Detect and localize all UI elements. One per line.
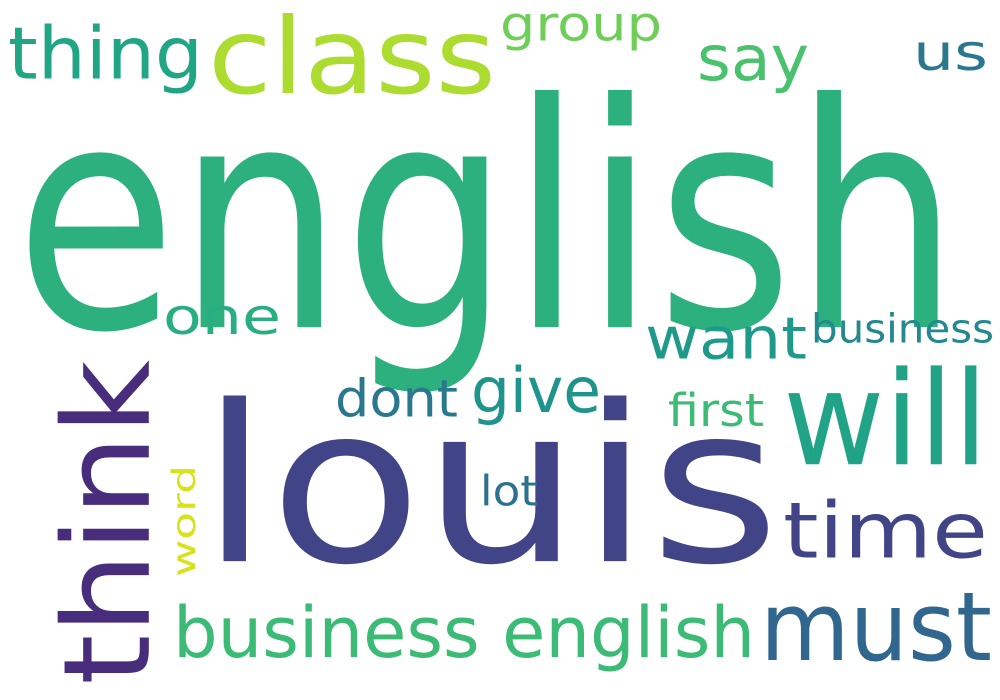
word-one: one xyxy=(163,287,281,346)
word-must: must xyxy=(760,571,992,683)
word-want: want xyxy=(645,304,807,373)
word-us: us xyxy=(913,23,988,82)
word-will: will xyxy=(783,343,988,496)
word-group: group xyxy=(500,0,662,52)
word-dont: dont xyxy=(335,368,458,430)
word-word: word xyxy=(165,465,203,577)
word-give: give xyxy=(471,354,601,427)
word-business-english: business english xyxy=(173,591,755,674)
word-louis: louis xyxy=(200,358,780,614)
word-think: think xyxy=(37,360,178,685)
word-first: first xyxy=(668,383,764,437)
word-time: time xyxy=(783,484,988,577)
word-class: class xyxy=(208,0,496,119)
word-business-top: business xyxy=(811,305,994,353)
word-english-large: english xyxy=(15,36,960,402)
word-say: say xyxy=(697,22,809,95)
word-lot: lot xyxy=(480,466,538,516)
word-thing: thing xyxy=(8,11,203,96)
